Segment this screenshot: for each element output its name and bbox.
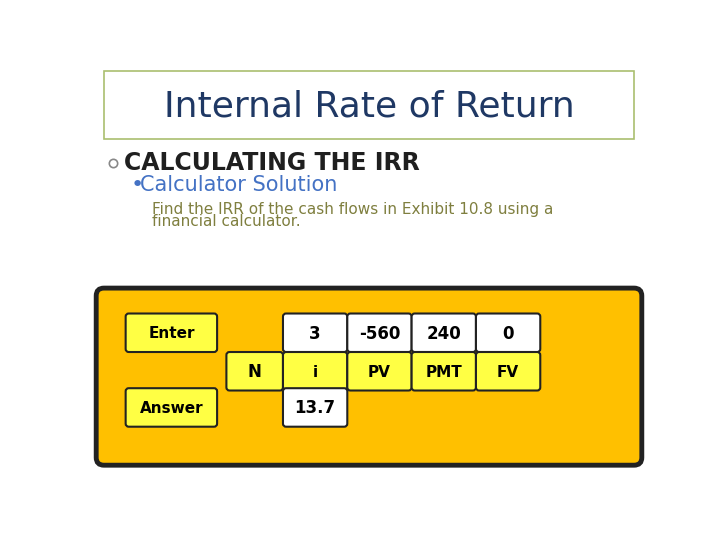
Text: 3: 3 bbox=[310, 325, 321, 342]
Text: 240: 240 bbox=[426, 325, 462, 342]
Text: 13.7: 13.7 bbox=[294, 399, 336, 417]
FancyBboxPatch shape bbox=[226, 352, 283, 390]
Text: financial calculator.: financial calculator. bbox=[152, 214, 301, 229]
FancyBboxPatch shape bbox=[347, 314, 412, 352]
Text: Internal Rate of Return: Internal Rate of Return bbox=[163, 90, 575, 123]
Text: i: i bbox=[312, 364, 318, 380]
FancyBboxPatch shape bbox=[412, 352, 476, 390]
FancyBboxPatch shape bbox=[283, 352, 347, 390]
Text: Enter: Enter bbox=[148, 326, 194, 341]
FancyBboxPatch shape bbox=[126, 314, 217, 352]
FancyBboxPatch shape bbox=[347, 352, 412, 390]
Text: -560: -560 bbox=[359, 325, 400, 342]
FancyBboxPatch shape bbox=[283, 314, 347, 352]
Text: Answer: Answer bbox=[140, 401, 203, 416]
Text: PV: PV bbox=[368, 364, 391, 380]
Text: N: N bbox=[248, 363, 261, 381]
Text: •: • bbox=[130, 175, 143, 195]
FancyBboxPatch shape bbox=[104, 71, 634, 139]
Text: FV: FV bbox=[497, 364, 519, 380]
Text: Find the IRR of the cash flows in Exhibit 10.8 using a: Find the IRR of the cash flows in Exhibi… bbox=[152, 202, 554, 217]
Text: 0: 0 bbox=[503, 325, 514, 342]
Text: PMT: PMT bbox=[426, 364, 462, 380]
Text: CALCULATING THE IRR: CALCULATING THE IRR bbox=[124, 151, 420, 174]
FancyBboxPatch shape bbox=[283, 388, 347, 427]
FancyBboxPatch shape bbox=[412, 314, 476, 352]
FancyBboxPatch shape bbox=[96, 288, 642, 465]
FancyBboxPatch shape bbox=[476, 352, 540, 390]
FancyBboxPatch shape bbox=[126, 388, 217, 427]
FancyBboxPatch shape bbox=[476, 314, 540, 352]
Text: Calculator Solution: Calculator Solution bbox=[140, 175, 337, 195]
